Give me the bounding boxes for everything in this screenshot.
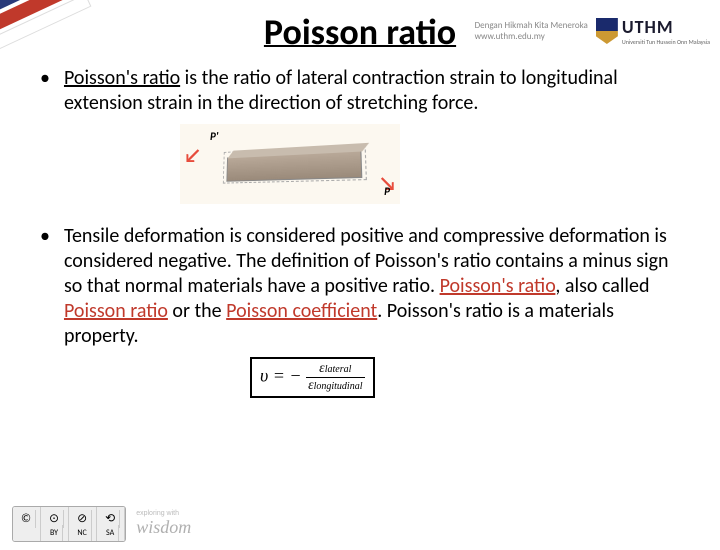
label-p-prime: P' xyxy=(210,130,218,143)
cc-by: BY xyxy=(46,525,63,541)
footer: © ⊙BY ⊘NC ⟲SA exploring with wisdom xyxy=(12,506,191,542)
content-area: • Poisson's ratio is the ratio of latera… xyxy=(0,54,720,398)
logo-text: UTHM xyxy=(622,16,674,38)
uthm-logo: UTHM Universiti Tun Hussein Onn Malaysia xyxy=(596,16,710,46)
sub-lateral: lateral xyxy=(325,364,352,375)
logo-subtext: Universiti Tun Hussein Onn Malaysia xyxy=(622,38,710,46)
cc-nc: NC xyxy=(73,525,91,541)
hl-poisson-ratio: Poisson ratio xyxy=(64,299,168,323)
wisdom-logo: exploring with wisdom xyxy=(136,510,191,538)
bullet-1: • Poisson's ratio is the ratio of latera… xyxy=(40,66,680,116)
tagline: Dengan Hikmah Kita Meneroka xyxy=(475,20,588,31)
bar-diagram: P' ↙ ↘ P xyxy=(180,124,400,204)
label-p: P xyxy=(384,185,390,198)
bar-solid xyxy=(226,150,362,181)
cc-sa: SA xyxy=(102,525,119,541)
bullet-icon: • xyxy=(40,66,50,116)
b2-text-c: or the xyxy=(168,299,226,323)
sub-longitudinal: longitudinal xyxy=(314,381,363,392)
b2-text-b: , also called xyxy=(555,274,649,298)
header-branding: Dengan Hikmah Kita Meneroka www.uthm.edu… xyxy=(475,16,710,46)
formula-lhs: υ = − xyxy=(260,366,302,386)
term-poisson: Poisson's ratio xyxy=(64,66,180,90)
hl-poissons-ratio: Poisson's ratio xyxy=(440,274,556,298)
header-url: www.uthm.edu.my xyxy=(475,31,545,42)
hl-poisson-coeff: Poisson coefficient xyxy=(226,299,377,323)
arrow-left-icon: ↙ xyxy=(184,144,201,168)
formula-fraction: εlateral εlongitudinal xyxy=(306,361,364,394)
cc-license-icon: © ⊙BY ⊘NC ⟲SA xyxy=(12,506,126,542)
wisdom-text: wisdom xyxy=(136,517,191,537)
formula-box: υ = − εlateral εlongitudinal xyxy=(250,357,375,398)
diagram-container: P' ↙ ↘ P xyxy=(180,124,420,204)
bullet-2: • Tensile deformation is considered posi… xyxy=(40,224,680,349)
shield-icon xyxy=(596,18,618,44)
bullet-icon: • xyxy=(40,224,50,349)
wisdom-pre: exploring with xyxy=(136,510,191,517)
